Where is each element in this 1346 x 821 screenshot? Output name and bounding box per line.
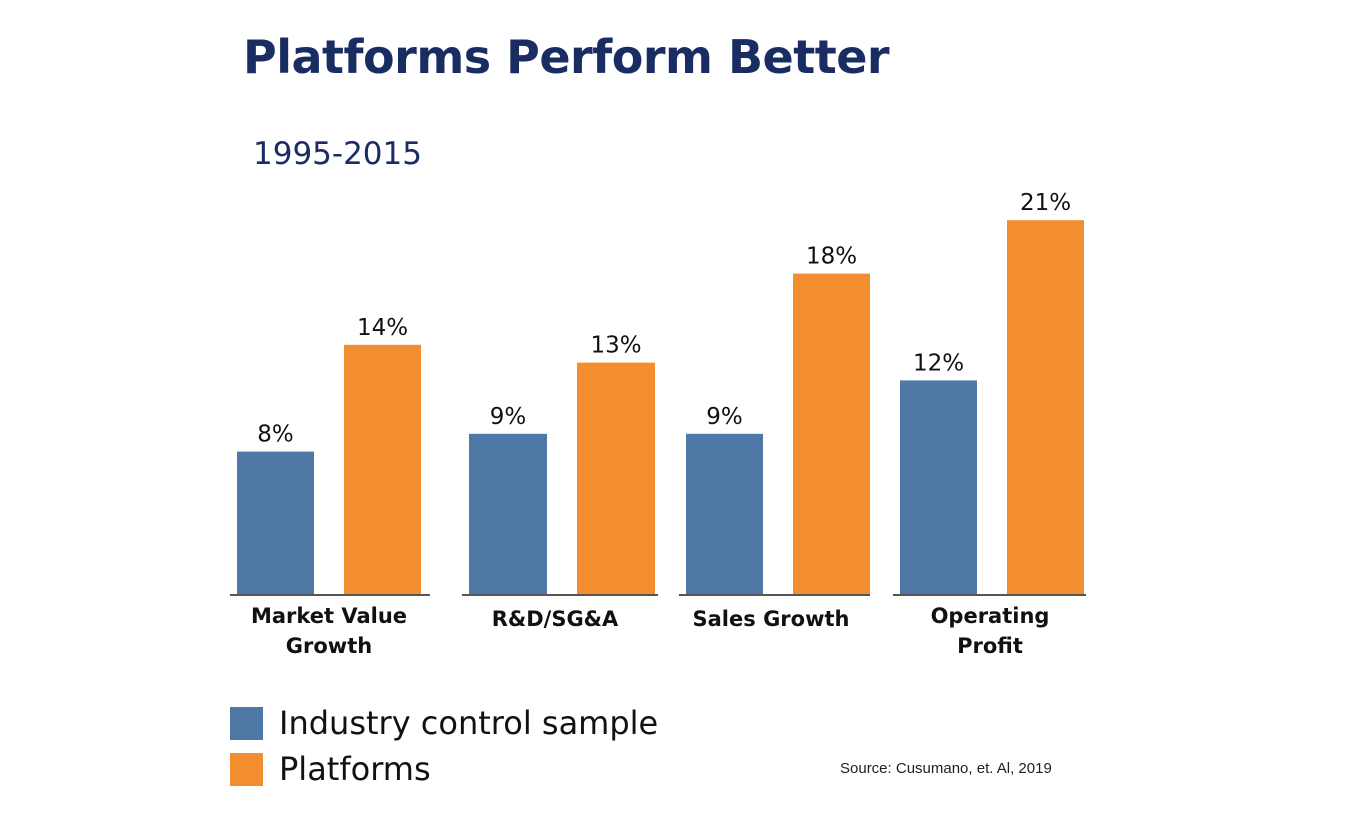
data-label-industry-2: 9% — [706, 404, 743, 430]
source-note: Source: Cusumano, et. Al, 2019 — [840, 760, 1052, 777]
data-label-industry-0: 8% — [257, 422, 294, 448]
bar-industry-3 — [900, 380, 977, 594]
data-label-platforms-0: 14% — [357, 315, 408, 341]
legend-item-industry: Industry control sample — [230, 700, 658, 746]
category-label-0-line-0: Market Value — [251, 604, 407, 628]
data-label-industry-1: 9% — [490, 404, 527, 430]
bar-industry-0 — [237, 451, 314, 594]
legend-item-platforms: Platforms — [230, 746, 658, 792]
data-label-platforms-2: 18% — [806, 244, 857, 270]
bar-platforms-1 — [577, 362, 655, 594]
data-label-industry-3: 12% — [913, 350, 964, 376]
legend: Industry control sample Platforms — [230, 700, 658, 792]
category-label-0-line-1: Growth — [286, 634, 372, 658]
subtitle-period: 1995-2015 — [253, 136, 422, 172]
legend-label-platforms: Platforms — [279, 750, 431, 788]
legend-swatch-platforms — [230, 752, 263, 786]
category-label-3-line-1: Profit — [957, 634, 1023, 658]
page-title: Platforms Perform Better — [243, 30, 890, 84]
bar-industry-2 — [686, 433, 763, 594]
category-label-2: Sales Growth — [693, 607, 850, 631]
data-label-platforms-3: 21% — [1020, 190, 1071, 216]
bar-platforms-3 — [1007, 220, 1084, 594]
category-label-1: R&D/SG&A — [492, 607, 619, 631]
bar-platforms-2 — [793, 273, 870, 594]
legend-label-industry: Industry control sample — [279, 704, 659, 742]
bar-industry-1 — [469, 433, 547, 594]
bar-platforms-0 — [344, 344, 421, 594]
legend-swatch-industry — [230, 706, 263, 740]
category-label-3-line-0: Operating — [931, 604, 1050, 628]
data-label-platforms-1: 13% — [590, 333, 641, 359]
